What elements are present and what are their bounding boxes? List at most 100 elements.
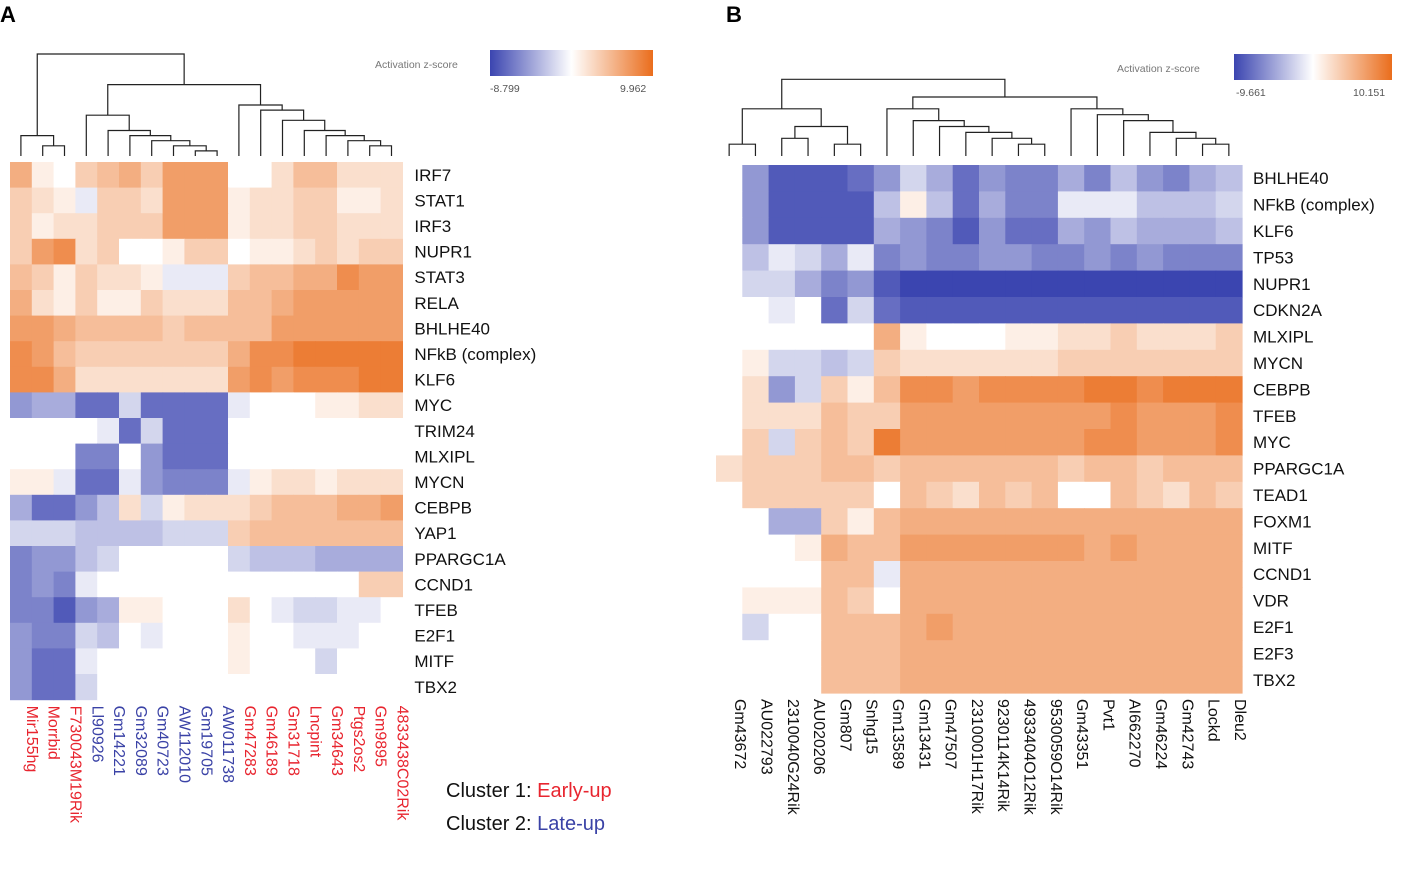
row-label: MLXIPL xyxy=(414,447,474,466)
heatmap-cell xyxy=(315,213,338,240)
heatmap-cell xyxy=(742,297,770,324)
heatmap-cell xyxy=(716,587,743,615)
heatmap-cell xyxy=(794,165,822,192)
heatmap-cell xyxy=(768,508,796,536)
heatmap-cell xyxy=(1189,640,1217,668)
heatmap-cell xyxy=(1031,297,1059,324)
heatmap-cell xyxy=(271,264,294,291)
heatmap-cell xyxy=(315,597,338,624)
heatmap-cell xyxy=(380,290,403,317)
heatmap-cell xyxy=(716,376,743,404)
heatmap-cell xyxy=(742,587,770,615)
heatmap-cell xyxy=(53,494,76,521)
heatmap-cell xyxy=(140,494,164,521)
heatmap-cell xyxy=(768,165,796,192)
heatmap-cell xyxy=(952,481,980,509)
row-label: IRF3 xyxy=(414,217,451,236)
heatmap-cell xyxy=(979,429,1006,456)
heatmap-cell xyxy=(358,341,382,368)
heatmap-cell xyxy=(228,187,251,214)
heatmap-cell xyxy=(75,546,98,573)
heatmap-cell xyxy=(979,323,1006,351)
heatmap-cell xyxy=(952,561,980,588)
column-label: Gm9895 xyxy=(372,706,389,767)
heatmap-cell xyxy=(979,508,1006,536)
column-label: AW011738 xyxy=(219,706,236,783)
heatmap-cell xyxy=(119,238,142,265)
heatmap-cell xyxy=(1163,165,1190,192)
heatmap-cell xyxy=(952,402,980,430)
heatmap-cell xyxy=(926,534,954,562)
column-label: Mir155hg xyxy=(23,706,40,773)
row-label: PPARGC1A xyxy=(414,550,506,569)
heatmap-cell xyxy=(162,366,185,393)
heatmap-cell xyxy=(75,494,98,521)
heatmap-cell xyxy=(140,315,164,342)
panel-b-column-labels: Gm43672 AU022793 2310040G24Rik AU020206 Gm80… xyxy=(731,699,1248,816)
heatmap-cell xyxy=(847,429,875,456)
heatmap-cell xyxy=(1057,376,1085,404)
heatmap-cell xyxy=(249,162,273,189)
heatmap-cell xyxy=(926,270,954,298)
heatmap-cell xyxy=(1215,349,1243,377)
heatmap-cell xyxy=(1031,191,1059,219)
row-label: TP53 xyxy=(1253,248,1294,267)
heatmap-cell xyxy=(31,443,55,470)
heatmap-cell xyxy=(847,534,875,562)
heatmap-cell xyxy=(1031,270,1059,298)
row-label: BHLHE40 xyxy=(1253,169,1329,188)
heatmap-cell xyxy=(10,622,33,649)
heatmap-cell xyxy=(1084,481,1112,509)
heatmap-cell xyxy=(873,508,901,536)
heatmap-cell xyxy=(742,534,770,562)
heatmap-cell xyxy=(358,315,382,342)
heatmap-cell xyxy=(228,469,251,496)
heatmap-cell xyxy=(293,546,316,573)
panel-a-heatmap xyxy=(10,162,403,701)
row-label: TFEB xyxy=(414,601,457,620)
heatmap-cell xyxy=(380,648,403,675)
heatmap-cell xyxy=(1084,323,1112,351)
heatmap-cell xyxy=(794,481,822,509)
heatmap-cell xyxy=(979,534,1006,562)
heatmap-cell xyxy=(228,341,251,368)
heatmap-cell xyxy=(97,162,120,189)
heatmap-cell xyxy=(926,561,954,588)
heatmap-cell xyxy=(873,270,901,298)
heatmap-cell xyxy=(716,429,743,456)
panel-b-scale-title: Activation z-score xyxy=(1117,63,1200,75)
row-label: TBX2 xyxy=(414,678,457,697)
heatmap-cell xyxy=(900,666,927,694)
heatmap-cell xyxy=(206,469,229,496)
heatmap-cell xyxy=(1057,270,1085,298)
heatmap-cell xyxy=(31,622,55,649)
column-label: Morrbid xyxy=(45,706,62,760)
heatmap-cell xyxy=(716,297,743,324)
heatmap-cell xyxy=(768,376,796,404)
heatmap-cell xyxy=(271,187,294,214)
row-label: PPARGC1A xyxy=(1253,460,1345,479)
heatmap-cell xyxy=(162,162,185,189)
heatmap-cell xyxy=(358,520,382,547)
heatmap-cell xyxy=(847,191,875,219)
heatmap-cell xyxy=(821,244,849,272)
heatmap-cell xyxy=(75,520,98,547)
heatmap-cell xyxy=(768,270,796,298)
heatmap-cell xyxy=(794,349,822,377)
heatmap-cell xyxy=(742,666,770,694)
column-label: 4833438C02Rik xyxy=(394,706,411,822)
heatmap-cell xyxy=(1057,587,1085,615)
heatmap-cell xyxy=(900,217,927,245)
heatmap-cell xyxy=(293,443,316,470)
heatmap-cell xyxy=(293,571,316,598)
heatmap-cell xyxy=(1005,429,1033,456)
heatmap-cell xyxy=(1110,270,1138,298)
heatmap-cell xyxy=(1110,613,1138,641)
dendrogram-branch xyxy=(1149,131,1197,156)
heatmap-cell xyxy=(768,666,796,694)
heatmap-cell xyxy=(31,520,55,547)
heatmap-cell xyxy=(31,366,55,393)
heatmap-cell xyxy=(380,238,403,265)
heatmap-cell xyxy=(821,270,849,298)
heatmap-cell xyxy=(249,341,273,368)
